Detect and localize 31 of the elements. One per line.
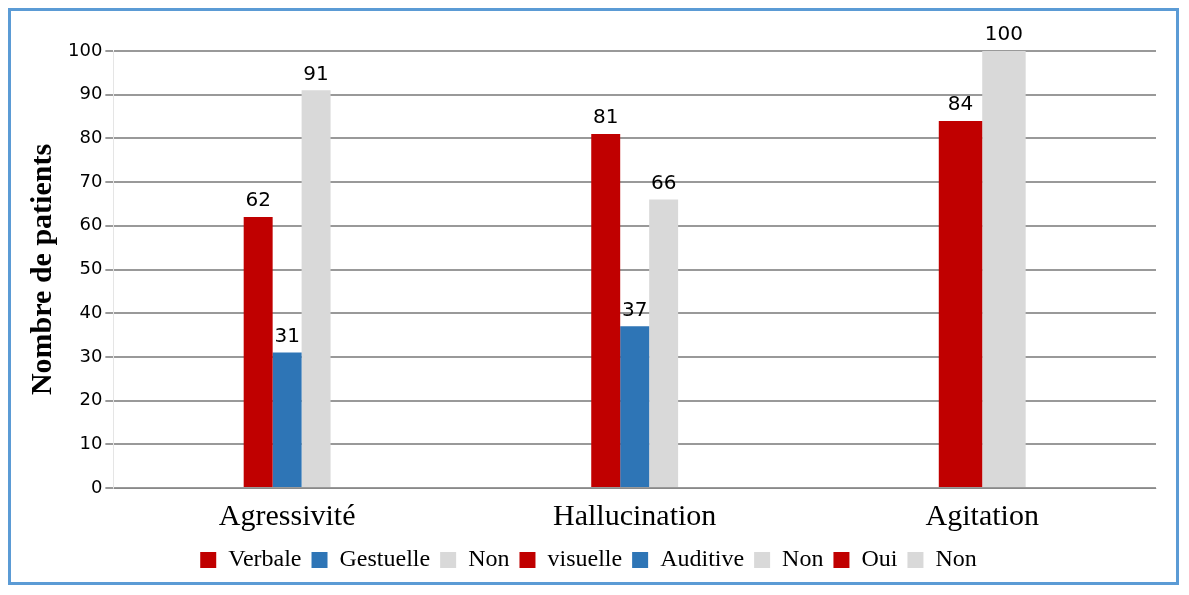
y-tick-label: 0 (90, 475, 103, 497)
data-label: 62 (245, 187, 271, 212)
legend-label: Non (782, 545, 824, 572)
y-tick-label: 70 (79, 169, 103, 191)
data-label: 66 (650, 169, 677, 194)
data-label: 100 (984, 21, 1024, 46)
legend-label: Auditive (660, 545, 745, 572)
y-tick-label: 30 (79, 344, 103, 366)
legend-label: Oui (861, 545, 898, 572)
data-label: 81 (592, 104, 619, 129)
x-tick-label: Agitation (925, 497, 1039, 531)
data-label: 31 (274, 322, 300, 347)
y-tick-label: 80 (79, 126, 103, 148)
data-label: 84 (947, 91, 974, 116)
y-tick-label: 40 (79, 300, 103, 322)
legend-label: Non (468, 545, 510, 572)
data-label: 37 (621, 296, 648, 321)
y-tick-label: 50 (79, 257, 103, 279)
y-axis-title: Nombre de patients (23, 143, 57, 396)
y-tick-label: 100 (68, 38, 103, 60)
legend-label: Gestuelle (339, 545, 431, 572)
legend-label: Verbale (228, 545, 302, 572)
legend-label: visuelle (547, 545, 623, 572)
data-label: 91 (303, 60, 329, 85)
y-tick-label: 90 (79, 82, 103, 104)
legend-label: Non (935, 545, 977, 572)
x-tick-label: Agressivité (218, 497, 356, 531)
x-tick-label: Hallucination (553, 497, 717, 531)
y-tick-label: 10 (79, 431, 103, 453)
y-tick-label: 60 (79, 213, 103, 235)
y-tick-label: 20 (79, 388, 103, 410)
